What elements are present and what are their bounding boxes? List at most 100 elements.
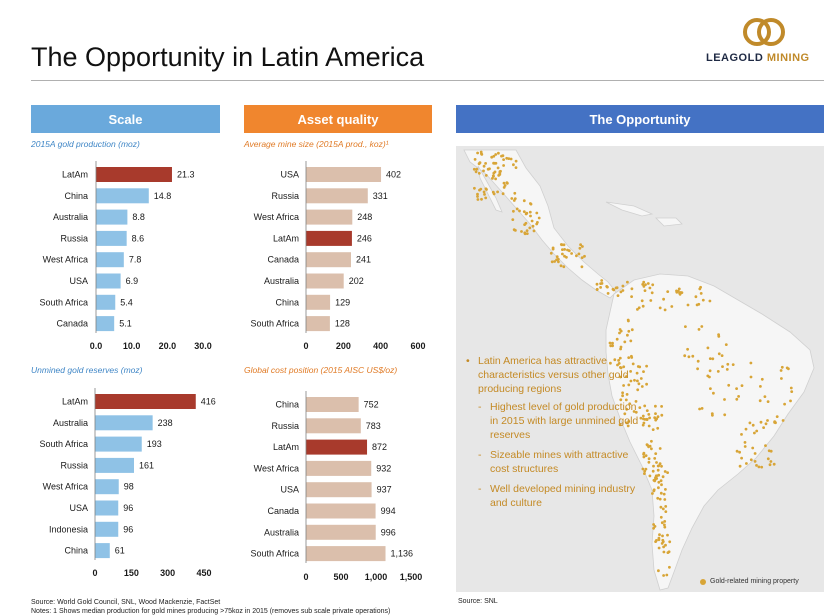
bar-south-africa	[96, 294, 116, 310]
mine-dot	[755, 464, 758, 467]
mine-dot	[726, 362, 730, 366]
mine-dot	[514, 166, 518, 169]
mine-dot	[657, 569, 660, 573]
mine-dot	[660, 464, 663, 468]
mine-dot	[646, 282, 650, 285]
mine-dot	[532, 229, 536, 233]
mine-dot	[727, 383, 731, 387]
mine-dot	[740, 433, 743, 436]
mine-dot	[648, 474, 652, 478]
mine-dot	[662, 545, 665, 549]
mine-dot	[522, 210, 526, 213]
mine-dot	[535, 222, 539, 226]
category-label: West Africa	[254, 212, 299, 222]
title-divider	[31, 80, 824, 81]
category-label: USA	[69, 276, 88, 286]
mine-dot	[652, 464, 655, 468]
mine-dot	[775, 415, 779, 418]
value-label: 331	[373, 191, 388, 201]
mine-dot	[484, 162, 487, 165]
bar-latam	[306, 439, 368, 455]
mine-dot	[711, 357, 715, 361]
mine-dot	[654, 412, 657, 415]
x-tick-label: 0	[303, 572, 308, 582]
bar-china	[95, 543, 110, 559]
mine-dot	[615, 286, 619, 290]
mine-dot	[668, 540, 672, 544]
mine-dot	[618, 356, 622, 360]
mine-dot	[686, 347, 689, 351]
rings-logo-icon	[743, 18, 785, 46]
sub-bullet-list: - Highest level of gold production in 201…	[466, 400, 646, 510]
mine-dot	[654, 404, 657, 408]
mine-dot	[617, 359, 620, 362]
mine-dot	[484, 187, 488, 191]
mine-dot	[651, 428, 655, 431]
mine-dot	[580, 256, 584, 259]
mine-dot	[565, 255, 568, 259]
value-label: 246	[357, 233, 372, 243]
mine-dot	[537, 216, 541, 220]
category-label: South Africa	[39, 439, 88, 449]
map-legend: Gold-related mining property	[700, 578, 799, 585]
mine-dot	[492, 154, 496, 158]
category-label: China	[64, 546, 88, 556]
mine-dot	[642, 455, 646, 459]
mine-dot	[723, 413, 727, 417]
mine-dot	[525, 232, 529, 235]
mine-dot	[636, 379, 639, 383]
category-label: West Africa	[43, 482, 88, 492]
category-label: West Africa	[254, 463, 299, 473]
mine-dot	[635, 371, 639, 375]
mine-dot	[694, 295, 698, 299]
mine-dot	[684, 325, 687, 328]
value-label: 238	[158, 418, 173, 428]
mine-dot	[493, 161, 497, 165]
mine-dot	[619, 366, 622, 369]
mine-dot	[751, 446, 755, 450]
value-label: 872	[372, 442, 387, 452]
mine-dot	[617, 362, 621, 365]
mine-dot	[479, 150, 483, 154]
mine-dot	[657, 486, 660, 490]
mine-dot	[773, 420, 777, 424]
mine-dot	[500, 154, 503, 158]
sub-bullet: - Sizeable mines with attractive cost str…	[478, 448, 646, 476]
mine-dot	[490, 155, 494, 159]
scale-header: Scale	[31, 105, 220, 133]
mine-dot	[748, 421, 752, 425]
sub-bullet-text: Sizeable mines with attractive cost stru…	[490, 449, 629, 475]
mine-dot	[700, 407, 704, 410]
chart-title-cost: Global cost position (2015 AISC US$/oz)	[244, 365, 398, 375]
mine-dot	[649, 299, 653, 302]
map-land-hispaniola	[655, 217, 683, 227]
mine-dot	[636, 388, 640, 392]
mine-dot	[518, 209, 521, 213]
mine-dot	[530, 219, 534, 223]
value-label: 6.9	[126, 276, 139, 286]
mine-dot	[657, 464, 661, 468]
mine-dot	[523, 232, 527, 236]
asset-quality-header: Asset quality	[244, 105, 432, 133]
mine-dot	[622, 365, 626, 369]
mine-dot	[749, 458, 753, 462]
mine-dot	[764, 422, 768, 426]
mine-dot	[660, 405, 663, 408]
category-label: Russia	[271, 421, 299, 431]
mine-dot	[664, 510, 668, 513]
mine-dot	[745, 462, 748, 465]
mine-dot	[769, 460, 773, 463]
category-label: South Africa	[39, 297, 88, 307]
mine-dot	[708, 369, 712, 373]
category-label: LatAm	[273, 442, 299, 452]
mine-dot	[758, 399, 762, 403]
mine-dot	[663, 523, 666, 527]
mine-dot	[701, 298, 705, 302]
category-label: Australia	[264, 276, 299, 286]
mine-dot	[625, 375, 628, 378]
mine-dot	[753, 452, 757, 455]
mine-dot	[600, 279, 604, 282]
value-label: 416	[201, 397, 216, 407]
category-label: Australia	[53, 212, 88, 222]
mine-dot	[640, 385, 644, 388]
